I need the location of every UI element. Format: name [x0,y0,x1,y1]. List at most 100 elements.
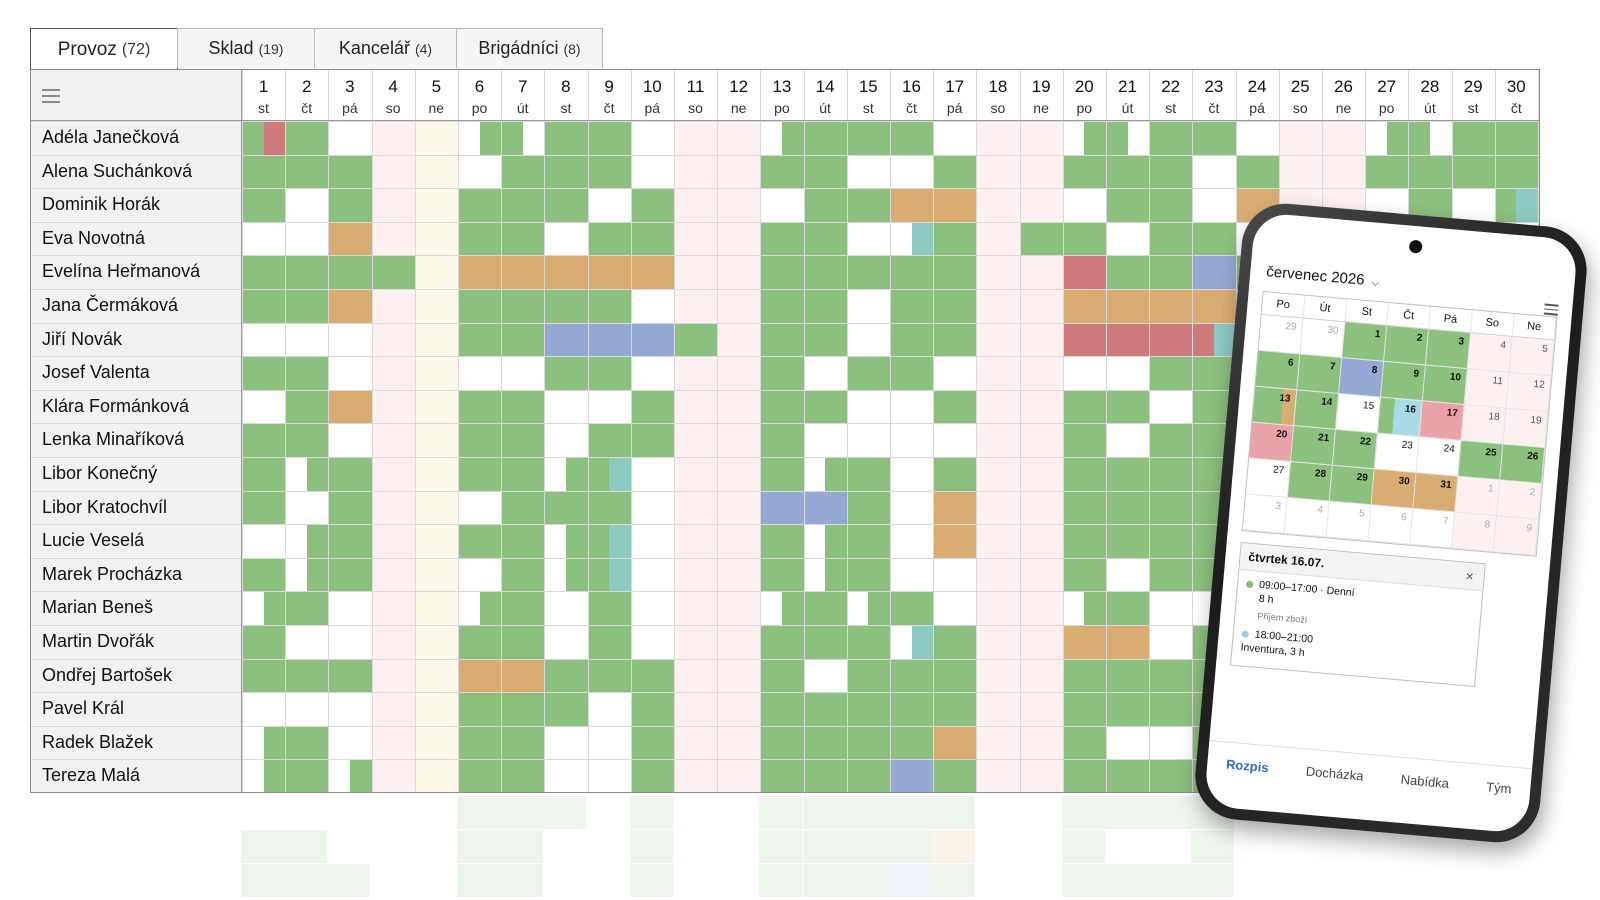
shift-cell[interactable] [933,759,977,792]
shift-cell[interactable] [846,658,890,693]
calendar-day[interactable]: 31 [1413,473,1459,512]
calendar-day[interactable]: 28 [1287,462,1333,501]
shift-cell[interactable] [587,457,610,491]
employee-name[interactable]: Evelína Heřmanová [42,261,201,282]
shift-cell[interactable] [458,221,502,256]
calendar-day[interactable]: 22 [1332,429,1378,469]
shift-cell[interactable] [760,389,804,424]
calendar-day[interactable]: 4 [1284,497,1330,537]
shift-cell[interactable] [1192,255,1236,289]
calendar-day[interactable]: 21 [1291,426,1336,465]
shift-cell[interactable] [587,591,631,625]
shift-cell[interactable] [1494,188,1517,222]
shift-cell[interactable] [587,289,631,323]
shift-cell[interactable] [1451,154,1495,189]
shift-cell[interactable] [544,490,588,525]
tab-provoz[interactable]: Provoz (72) [30,28,178,70]
shift-cell[interactable] [242,457,286,491]
shift-cell[interactable] [242,188,286,222]
shift-cell[interactable] [242,490,286,525]
shift-cell[interactable] [760,154,804,189]
shift-cell[interactable] [868,591,890,625]
shift-cell[interactable] [803,725,847,760]
shift-cell[interactable] [846,625,890,659]
shift-cell[interactable] [933,188,977,222]
shift-cell[interactable] [263,759,286,792]
shift-cell[interactable] [630,658,674,693]
shift-cell[interactable] [630,725,674,760]
calendar-day[interactable]: 1 [1455,476,1501,516]
shift-cell[interactable] [328,557,372,592]
calendar-day[interactable]: 8 [1452,512,1497,552]
employee-name[interactable]: Lucie Veselá [42,530,145,551]
shift-cell[interactable] [846,759,890,792]
shift-cell[interactable] [242,289,286,323]
shift-cell[interactable] [933,322,977,357]
employee-name[interactable]: Libor Konečný [42,463,158,483]
calendar-day[interactable]: 17 [1419,401,1465,440]
shift-cell[interactable] [933,524,977,558]
shift-cell[interactable] [846,457,890,491]
shift-cell[interactable] [544,289,588,323]
shift-cell[interactable] [760,490,804,525]
shift-cell[interactable] [285,423,329,457]
shift-cell[interactable] [1149,457,1193,491]
shift-cell[interactable] [566,524,588,558]
shift-cell[interactable] [501,692,545,726]
shift-cell[interactable] [933,289,977,323]
shift-cell[interactable] [263,591,286,625]
shift-cell[interactable] [803,255,847,289]
shift-cell[interactable] [587,625,631,659]
shift-cell[interactable] [328,255,372,289]
shift-cell[interactable] [760,692,804,726]
calendar-day[interactable]: 13 [1252,386,1298,426]
shift-cell[interactable] [825,457,847,491]
shift-cell[interactable] [1106,322,1150,357]
shift-cell[interactable] [458,423,502,457]
shift-cell[interactable] [285,121,329,155]
shift-cell[interactable] [479,121,502,155]
shift-cell[interactable] [1062,322,1106,357]
shift-cell[interactable] [458,457,502,491]
shift-cell[interactable] [544,356,588,390]
shift-cell[interactable] [587,524,610,558]
shift-cell[interactable] [328,457,372,491]
shift-cell[interactable] [1149,121,1193,155]
shift-cell[interactable] [1062,524,1106,558]
shift-cell[interactable] [1235,154,1279,189]
shift-cell[interactable] [501,524,545,558]
shift-cell[interactable] [458,389,502,424]
shift-cell[interactable] [1192,356,1236,390]
shift-cell[interactable] [263,725,286,760]
shift-cell[interactable] [890,188,934,222]
shift-cell[interactable] [933,625,977,659]
shift-cell[interactable] [760,322,804,357]
shift-cell[interactable] [544,154,588,189]
calendar-day[interactable]: 16 [1377,397,1423,437]
shift-cell[interactable] [458,759,502,792]
shift-cell[interactable] [1062,389,1106,424]
shift-cell[interactable] [1019,221,1063,256]
shift-cell[interactable] [803,289,847,323]
shift-cell[interactable] [458,625,502,659]
shift-cell[interactable] [328,289,372,323]
calendar-day[interactable]: 26 [1500,444,1546,484]
shift-cell[interactable] [1062,692,1106,726]
employee-name[interactable]: Josef Valenta [42,362,150,383]
shift-cell[interactable] [933,692,977,726]
shift-cell[interactable] [587,658,631,693]
shift-cell[interactable] [458,524,502,558]
shift-cell[interactable] [501,658,545,693]
employee-name[interactable]: Martin Dvořák [42,631,155,651]
shift-cell[interactable] [1062,490,1106,525]
shift-cell[interactable] [890,356,934,390]
shift-cell[interactable] [328,188,372,222]
shift-cell[interactable] [1062,759,1106,792]
shift-cell[interactable] [803,322,847,357]
shift-cell[interactable] [1430,121,1452,155]
shift-cell[interactable] [306,457,329,491]
calendar-day[interactable]: 29 [1329,465,1375,505]
calendar-day[interactable]: 4 [1467,333,1513,372]
shift-cell[interactable] [1106,625,1150,659]
shift-cell[interactable] [566,457,588,491]
